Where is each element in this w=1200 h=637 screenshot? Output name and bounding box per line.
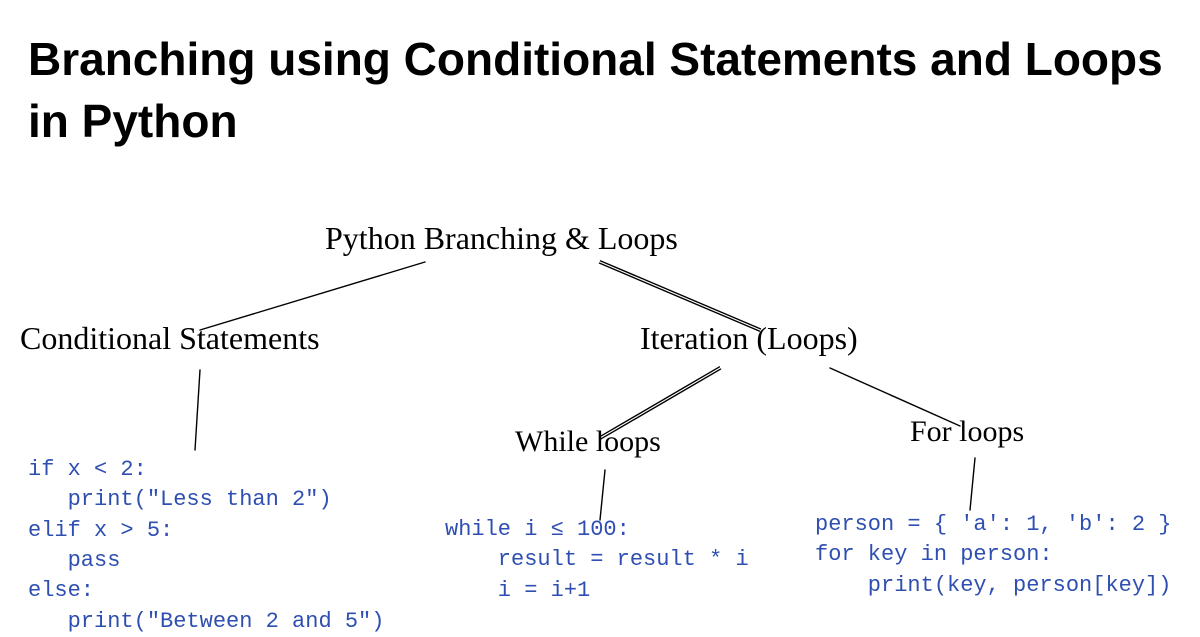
tree-diagram: Python Branching & Loops Conditional Sta… <box>0 190 1200 628</box>
node-for: For loops <box>910 415 1024 449</box>
node-conditional: Conditional Statements <box>20 320 320 357</box>
node-iteration: Iteration (Loops) <box>640 320 858 357</box>
page-title: Branching using Conditional Statements a… <box>0 0 1200 152</box>
code-while: while i ≤ 100: result = result * i i = i… <box>445 515 749 606</box>
code-conditional: if x < 2: print("Less than 2") elif x > … <box>28 455 384 637</box>
node-root: Python Branching & Loops <box>325 220 678 257</box>
node-while: While loops <box>515 425 661 459</box>
code-for: person = { 'a': 1, 'b': 2 } for key in p… <box>815 510 1171 601</box>
